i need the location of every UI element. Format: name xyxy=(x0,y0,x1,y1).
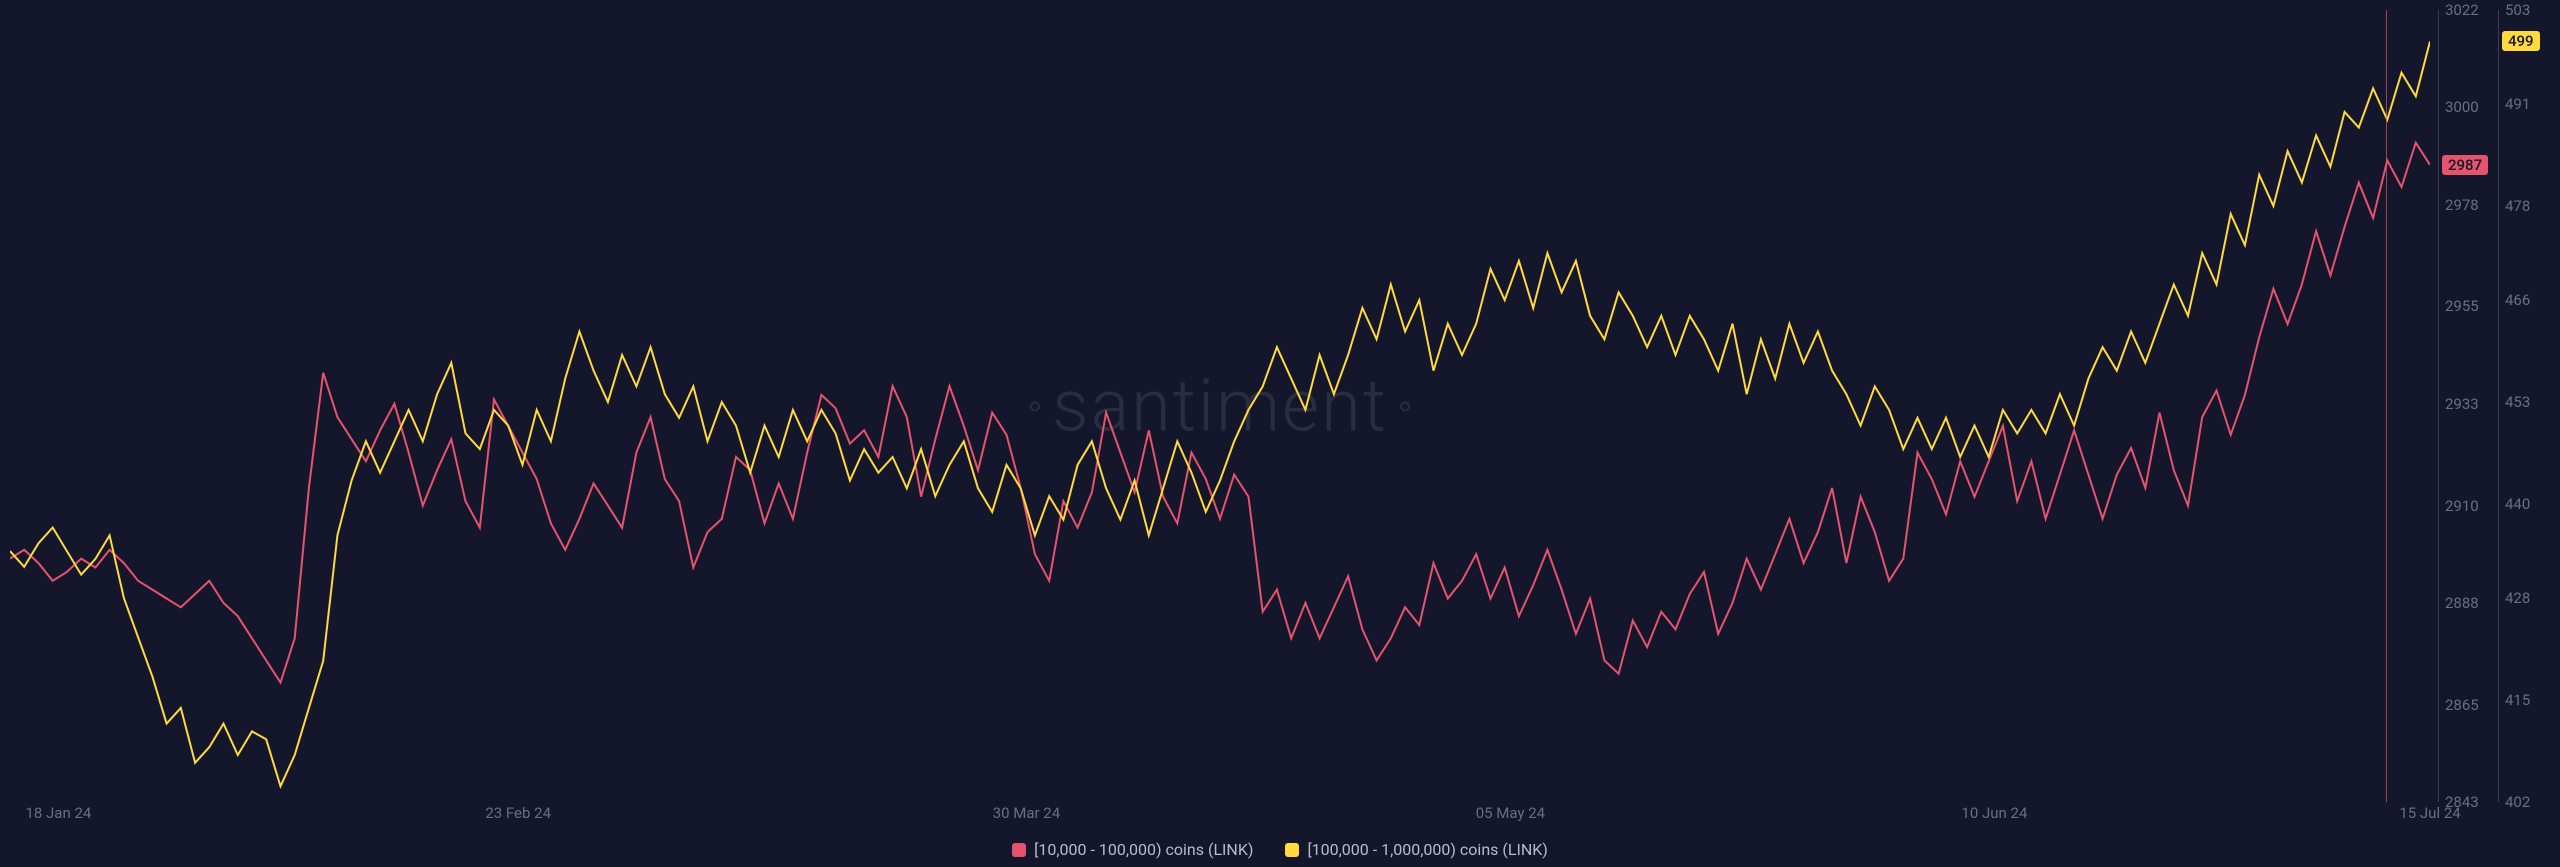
x-tick: 23 Feb 24 xyxy=(485,804,551,822)
y-left-current-badge: 2987 xyxy=(2442,155,2488,175)
legend-swatch xyxy=(1012,843,1026,857)
y-right-tick: 440 xyxy=(2505,495,2530,513)
y-left-tick: 2955 xyxy=(2445,297,2479,315)
y-right-current-badge: 499 xyxy=(2502,31,2540,51)
y-right-tick: 428 xyxy=(2505,589,2530,607)
y-left-tick: 2933 xyxy=(2445,395,2479,413)
y-axis-left: 3022300029782955293329102888286528432987 xyxy=(2438,10,2488,802)
y-left-tick: 2865 xyxy=(2445,696,2479,714)
y-right-tick: 453 xyxy=(2505,393,2530,411)
legend-label: [100,000 - 1,000,000) coins (LINK) xyxy=(1307,840,1547,859)
y-left-tick: 3022 xyxy=(2445,1,2479,19)
x-tick: 30 Mar 24 xyxy=(993,804,1061,822)
cursor-line xyxy=(2386,10,2387,802)
y-right-tick: 491 xyxy=(2505,95,2530,113)
series-line xyxy=(10,143,2430,683)
chart-lines xyxy=(10,10,2430,802)
y-right-tick: 415 xyxy=(2505,691,2530,709)
x-tick: 18 Jan 24 xyxy=(25,804,91,822)
y-left-tick: 2978 xyxy=(2445,196,2479,214)
x-tick: 10 Jun 24 xyxy=(1961,804,2027,822)
y-left-tick: 2910 xyxy=(2445,497,2479,515)
y-axis-right: 503491478466453440428415402499 xyxy=(2498,10,2548,802)
x-axis: 18 Jan 24 23 Feb 24 30 Mar 24 05 May 24 10 J… xyxy=(10,804,2430,829)
y-right-tick: 503 xyxy=(2505,1,2530,19)
legend-swatch xyxy=(1285,843,1299,857)
y-right-tick: 478 xyxy=(2505,197,2530,215)
y-right-tick: 402 xyxy=(2505,793,2530,811)
legend-item[interactable]: [100,000 - 1,000,000) coins (LINK) xyxy=(1285,840,1547,859)
legend: [10,000 - 100,000) coins (LINK) [100,000 … xyxy=(0,840,2560,859)
y-left-tick: 3000 xyxy=(2445,98,2479,116)
legend-item[interactable]: [10,000 - 100,000) coins (LINK) xyxy=(1012,840,1253,859)
y-right-tick: 466 xyxy=(2505,291,2530,309)
y-left-tick: 2888 xyxy=(2445,594,2479,612)
legend-label: [10,000 - 100,000) coins (LINK) xyxy=(1034,840,1253,859)
x-tick: 05 May 24 xyxy=(1476,804,1545,822)
x-tick: 15 Jul 24 xyxy=(2399,804,2460,822)
series-line xyxy=(10,41,2430,786)
chart-area: santiment xyxy=(10,10,2430,802)
